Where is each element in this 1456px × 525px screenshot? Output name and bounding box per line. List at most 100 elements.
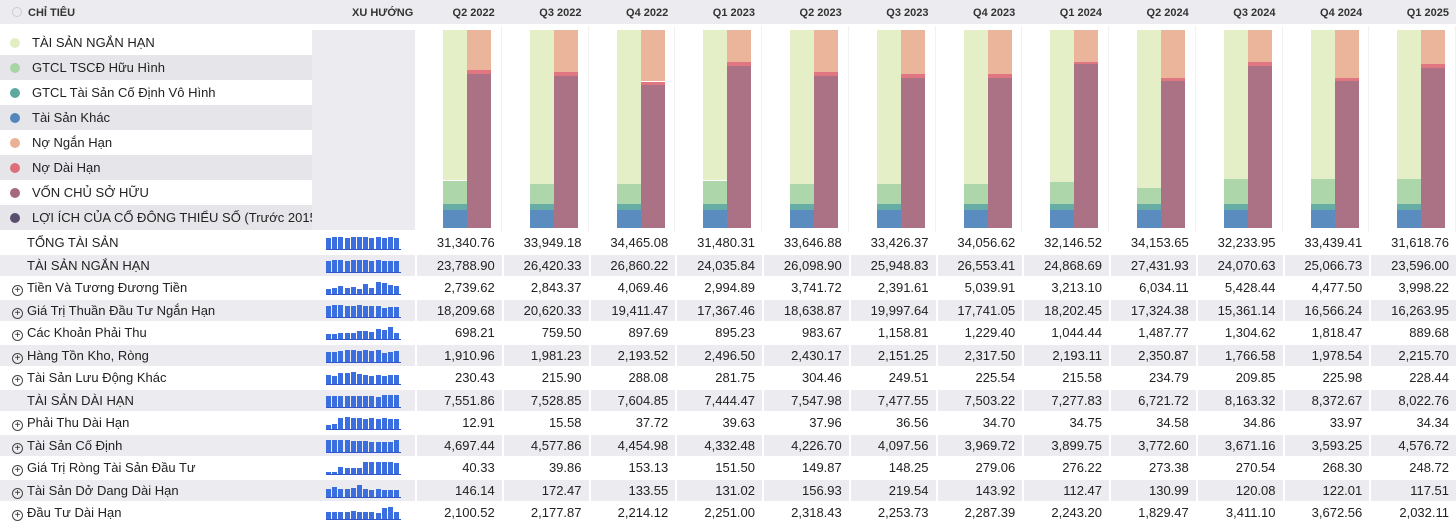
- bar-segment[interactable]: [1310, 178, 1335, 205]
- legend-item[interactable]: LỢI ÍCH CỦA CỔ ĐÔNG THIỂU SỐ (Trước 2015…: [0, 205, 321, 230]
- bar-segment[interactable]: [1421, 67, 1446, 228]
- bar-segment[interactable]: [529, 30, 554, 185]
- expand-icon[interactable]: +: [12, 420, 23, 431]
- bar-segment[interactable]: [703, 30, 728, 181]
- trend-sparkline[interactable]: [326, 416, 401, 430]
- header-quarter[interactable]: Q3 2022: [539, 7, 582, 19]
- bar-segment[interactable]: [467, 69, 491, 74]
- bar-segment[interactable]: [1334, 77, 1359, 82]
- bar-segment[interactable]: [467, 30, 491, 70]
- bar-segment[interactable]: [1050, 210, 1075, 228]
- header-quarter[interactable]: Q2 2022: [452, 7, 495, 19]
- bar-segment[interactable]: [1074, 61, 1099, 64]
- bar-segment[interactable]: [900, 77, 925, 228]
- bar-segment[interactable]: [1050, 204, 1075, 211]
- table-row[interactable]: + Tài Sản Dở Dang Dài Hạn 146.14 172.47 133.…: [0, 479, 1456, 502]
- bar-segment[interactable]: [443, 30, 467, 181]
- bar-segment[interactable]: [467, 73, 491, 228]
- bar-segment[interactable]: [1421, 63, 1446, 68]
- bar-segment[interactable]: [640, 85, 665, 228]
- bar-segment[interactable]: [876, 184, 901, 205]
- bar-segment[interactable]: [616, 184, 641, 205]
- bar-segment[interactable]: [1137, 30, 1161, 189]
- bar-segment[interactable]: [1137, 204, 1161, 211]
- table-row[interactable]: + Phải Thu Dài Hạn 12.91 15.58 37.72 39.63 37.…: [0, 412, 1456, 435]
- header-quarter[interactable]: Q1 2024: [1059, 7, 1102, 19]
- header-quarter[interactable]: Q1 2025: [1406, 7, 1449, 19]
- trend-sparkline[interactable]: [326, 304, 401, 318]
- bar-segment[interactable]: [1397, 30, 1422, 179]
- bar-segment[interactable]: [790, 184, 814, 205]
- table-row[interactable]: + Hàng Tồn Kho, Ròng 1,910.96 1,981.23 2,193…: [0, 344, 1456, 367]
- bar-segment[interactable]: [963, 210, 988, 228]
- legend-item[interactable]: VỐN CHỦ SỞ HỮU: [0, 180, 312, 205]
- bar-segment[interactable]: [1074, 63, 1099, 228]
- legend-item[interactable]: Tài Sản Khác: [0, 105, 312, 130]
- trend-sparkline[interactable]: [326, 484, 401, 498]
- table-row[interactable]: TỔNG TÀI SẢN 31,340.76 33,949.18 34,465.08 3…: [0, 232, 1456, 255]
- bar-segment[interactable]: [1223, 204, 1248, 211]
- expand-icon[interactable]: +: [12, 465, 23, 476]
- expand-icon[interactable]: +: [12, 442, 23, 454]
- bar-segment[interactable]: [443, 204, 467, 211]
- bar-segment[interactable]: [876, 210, 901, 228]
- bar-segment[interactable]: [963, 204, 988, 211]
- header-quarter[interactable]: Q1 2023: [712, 7, 755, 19]
- bar-segment[interactable]: [1247, 30, 1272, 62]
- trend-sparkline[interactable]: [326, 371, 401, 385]
- bar-segment[interactable]: [814, 30, 838, 72]
- bar-segment[interactable]: [790, 30, 814, 185]
- bar-segment[interactable]: [616, 210, 641, 228]
- bar-segment[interactable]: [640, 30, 665, 82]
- bar-segment[interactable]: [640, 81, 665, 86]
- expand-icon[interactable]: +: [12, 510, 23, 521]
- bar-segment[interactable]: [963, 184, 988, 205]
- trend-sparkline[interactable]: [326, 461, 401, 475]
- legend-item[interactable]: Nợ Dài Hạn: [0, 155, 312, 180]
- bar-segment[interactable]: [1310, 204, 1335, 211]
- bar-segment[interactable]: [790, 204, 814, 211]
- legend-item[interactable]: Nợ Ngắn Hạn: [0, 130, 312, 155]
- bar-segment[interactable]: [900, 73, 925, 78]
- table-row[interactable]: + Giá Trị Ròng Tài Sản Đầu Tư 40.33 39.86 15…: [0, 457, 1456, 480]
- bar-segment[interactable]: [703, 210, 728, 228]
- bar-segment[interactable]: [1050, 182, 1075, 205]
- bar-segment[interactable]: [987, 77, 1012, 228]
- bar-segment[interactable]: [1223, 178, 1248, 205]
- bar-segment[interactable]: [1397, 178, 1422, 205]
- header-quarter[interactable]: Q4 2024: [1320, 7, 1363, 19]
- header-quarter[interactable]: Q4 2023: [973, 7, 1016, 19]
- trend-sparkline[interactable]: [326, 236, 401, 250]
- legend-item[interactable]: GTCL Tài Sản Cố Định Vô Hình: [0, 80, 312, 105]
- bar-segment[interactable]: [1310, 210, 1335, 228]
- bar-segment[interactable]: [529, 210, 554, 228]
- table-row[interactable]: + Giá Trị Thuần Đầu Tư Ngắn Hạn 18,209.68 2…: [0, 299, 1456, 322]
- legend-item[interactable]: GTCL TSCĐ Hữu Hình: [0, 55, 312, 80]
- expand-icon[interactable]: +: [12, 330, 23, 341]
- table-row[interactable]: TÀI SẢN DÀI HẠN 7,551.86 7,528.85 7,604.85 7…: [0, 389, 1456, 412]
- header-quarter[interactable]: Q2 2024: [1146, 7, 1189, 19]
- bar-segment[interactable]: [529, 184, 554, 205]
- bar-segment[interactable]: [1161, 77, 1185, 82]
- bar-segment[interactable]: [727, 61, 752, 66]
- expand-icon[interactable]: +: [12, 487, 23, 499]
- header-quarter[interactable]: Q4 2022: [626, 7, 669, 19]
- header-label-col[interactable]: CHỈ TIÊU: [0, 0, 75, 26]
- bar-segment[interactable]: [443, 180, 467, 205]
- table-row[interactable]: + Tài Sản Lưu Động Khác 230.43 215.90 288.08…: [0, 367, 1456, 390]
- expand-icon[interactable]: +: [12, 307, 23, 319]
- trend-sparkline[interactable]: [326, 506, 401, 520]
- bar-segment[interactable]: [616, 204, 641, 211]
- table-row[interactable]: + Các Khoản Phải Thu 698.21 759.50 897.69 895…: [0, 322, 1456, 345]
- bar-segment[interactable]: [1161, 30, 1185, 78]
- bar-segment[interactable]: [553, 71, 578, 76]
- table-row[interactable]: + Tài Sản Cố Định 4,697.44 4,577.86 4,454.98…: [0, 434, 1456, 457]
- bar-segment[interactable]: [1161, 81, 1185, 228]
- bar-segment[interactable]: [1137, 210, 1161, 228]
- bar-segment[interactable]: [1247, 61, 1272, 66]
- bar-segment[interactable]: [1421, 30, 1446, 64]
- trend-sparkline[interactable]: [326, 349, 401, 363]
- bar-segment[interactable]: [703, 204, 728, 211]
- legend-item[interactable]: TÀI SẢN NGẮN HẠN: [0, 30, 312, 55]
- bar-segment[interactable]: [1050, 30, 1075, 183]
